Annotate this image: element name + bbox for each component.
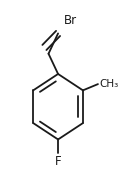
Text: F: F xyxy=(55,155,61,168)
Text: CH₃: CH₃ xyxy=(99,79,119,89)
Text: Br: Br xyxy=(63,14,77,27)
